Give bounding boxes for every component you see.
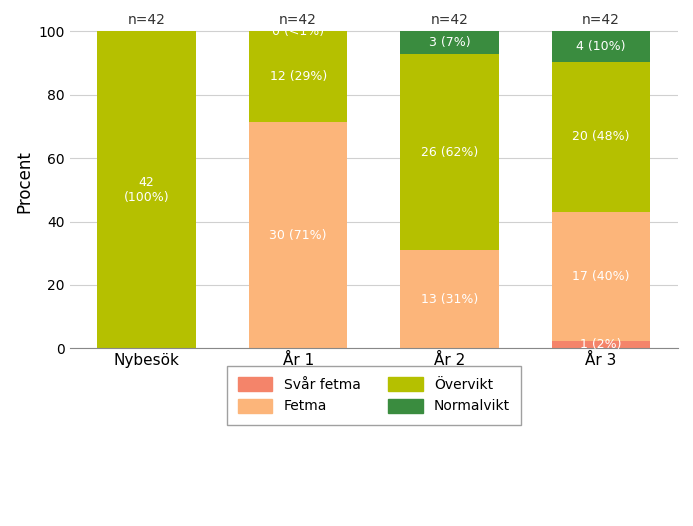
Text: 17 (40%): 17 (40%) (572, 270, 630, 283)
Text: 26 (62%): 26 (62%) (421, 146, 478, 159)
Bar (552, 32, 650, 62)
Text: n=42: n=42 (431, 13, 468, 27)
Legend: Svår fetma, Fetma, Övervikt, Normalvikt: Svår fetma, Fetma, Övervikt, Normalvikt (227, 366, 521, 424)
Text: n=42: n=42 (128, 13, 166, 27)
Text: 12 (29%): 12 (29%) (270, 70, 327, 83)
Bar (98, 32, 196, 348)
Text: 30 (71%): 30 (71%) (270, 229, 327, 241)
Bar (401, 54, 499, 250)
Text: n=42: n=42 (582, 13, 620, 27)
Bar (249, 32, 347, 122)
Y-axis label: Procent: Procent (15, 150, 33, 214)
Bar (401, 250, 499, 348)
Text: 42
(100%): 42 (100%) (124, 176, 170, 204)
Text: 1 (2%): 1 (2%) (580, 338, 622, 351)
Bar (552, 213, 650, 341)
Bar (249, 122, 347, 348)
Text: 13 (31%): 13 (31%) (421, 293, 478, 306)
Bar (401, 32, 499, 54)
Text: 3 (7%): 3 (7%) (429, 36, 471, 49)
Text: 4 (10%): 4 (10%) (577, 40, 626, 53)
Text: 0 (<1%): 0 (<1%) (272, 25, 324, 38)
Bar (552, 62, 650, 213)
Text: 20 (48%): 20 (48%) (572, 130, 630, 144)
Bar (552, 341, 650, 348)
Text: n=42: n=42 (279, 13, 317, 27)
